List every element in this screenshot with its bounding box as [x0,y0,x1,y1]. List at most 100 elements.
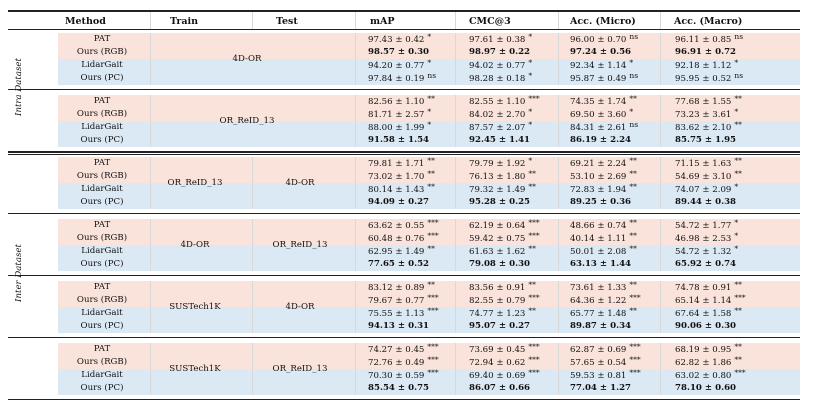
value-text: 72.83 ± 1.94 [570,185,627,195]
significance-mark: * [734,244,739,253]
value-text: 65.14 ± 1.14 [675,296,732,306]
significance-mark: * [528,71,533,80]
group-rule [8,213,800,214]
column-divider [150,95,151,147]
section-label-intra: Intra Dataset [14,58,24,116]
significance-mark: ** [734,280,742,289]
value-cell-map: 79.67 ± 0.77 *** [368,293,439,307]
column-divider [455,343,456,395]
value-text: 92.34 ± 1.14 [570,61,627,71]
value-text: 50.01 ± 2.08 [570,247,627,257]
row-band [58,157,800,170]
value-cell-macro: 46.98 ± 2.53 * [675,231,738,245]
significance-mark: ** [528,169,536,178]
header-rule [8,29,800,30]
significance-mark: * [528,107,533,116]
significance-mark: * [427,107,432,116]
value-cell-micro: 40.14 ± 1.11 ** [570,231,637,245]
value-cell-macro: 96.11 ± 0.85 ns [675,32,743,46]
row-band [58,245,800,258]
value-cell-micro: 50.01 ± 2.08 ** [570,244,637,258]
significance-mark: *** [427,355,439,364]
row-band [58,46,800,59]
header-divider [150,12,151,29]
method-cell: LidarGait [81,246,123,256]
significance-mark: *** [528,231,540,240]
column-divider [252,219,253,271]
value-text: 82.56 ± 1.10 [368,97,425,107]
column-divider [150,343,151,395]
value-cell-macro: 54.72 ± 1.32 * [675,244,739,258]
value-cell-macro: 65.14 ± 1.14 *** [675,293,746,307]
value-cell-micro: 62.87 ± 0.69 *** [570,342,641,356]
test-label: 4D-OR [285,302,315,312]
significance-mark: ** [734,94,742,103]
value-cell-map: 82.56 ± 1.10 ** [368,94,435,108]
significance-mark: ** [629,218,637,227]
value-cell-macro: 67.64 ± 1.58 ** [675,306,742,320]
header-divider [252,12,253,29]
method-cell: PAT [93,220,111,230]
value-text: 94.13 ± 0.31 [368,321,430,331]
value-cell-macro: 92.18 ± 1.12 * [675,58,738,72]
column-divider [252,343,253,395]
value-cell-cmc3: 74.77 ± 1.23 ** [469,306,536,320]
value-text: 95.07 ± 0.27 [469,321,531,331]
significance-mark: * [528,120,533,129]
method-cell: Ours (PC) [80,383,124,393]
value-cell-macro: 77.68 ± 1.55 ** [675,94,742,108]
significance-mark: *** [528,94,540,103]
significance-mark: *** [528,368,540,377]
row-band [58,307,800,320]
value-cell-map: 75.55 ± 1.13 *** [368,306,439,320]
column-divider [355,343,356,395]
value-text: 94.09 ± 0.27 [368,197,430,207]
value-cell-micro: 89.87 ± 0.34 [570,320,631,333]
value-text: 60.48 ± 0.76 [368,234,425,244]
train-test-label: 4D-OR [232,54,262,64]
value-text: 81.71 ± 2.57 [368,110,425,120]
significance-mark: ns [629,71,639,80]
value-cell-cmc3: 61.63 ± 1.62 ** [469,244,536,258]
value-cell-cmc3: 69.40 ± 0.69 *** [469,368,540,382]
value-text: 86.07 ± 0.66 [469,383,531,393]
column-divider [455,281,456,333]
value-cell-micro: 48.66 ± 0.74 ** [570,218,637,232]
significance-mark: ** [427,156,435,165]
row-band [58,382,800,395]
train-label: OR_ReID_13 [167,178,223,188]
value-text: 98.97 ± 0.22 [469,47,531,57]
value-cell-cmc3: 79.08 ± 0.30 [469,258,530,271]
header-divider [660,12,661,29]
significance-mark: *** [629,342,641,351]
header-divider [558,12,559,29]
significance-mark: ** [427,182,435,191]
value-cell-map: 70.30 ± 0.59 *** [368,368,439,382]
value-cell-cmc3: 82.55 ± 1.10 *** [469,94,540,108]
value-text: 95.28 ± 0.25 [469,197,531,207]
column-divider [660,343,661,395]
value-text: 62.19 ± 0.64 [469,221,526,231]
method-cell: PAT [93,344,111,354]
value-cell-macro: 89.44 ± 0.38 [675,196,736,209]
column-divider [455,95,456,147]
value-text: 59.53 ± 0.81 [570,371,627,381]
significance-mark: *** [427,342,439,351]
value-text: 72.94 ± 0.62 [469,358,526,368]
value-text: 62.82 ± 1.86 [675,358,732,368]
group-rule [8,89,800,90]
row-band [58,33,800,46]
value-text: 97.24 ± 0.56 [570,47,632,57]
value-cell-micro: 59.53 ± 0.81 *** [570,368,641,382]
significance-mark: ns [734,71,744,80]
value-cell-macro: 65.92 ± 0.74 [675,258,736,271]
value-cell-cmc3: 98.28 ± 0.18 * [469,71,533,85]
value-cell-micro: 89.25 ± 0.36 [570,196,631,209]
value-cell-micro: 65.77 ± 1.48 ** [570,306,637,320]
column-divider [660,157,661,209]
value-cell-macro: 74.78 ± 0.91 ** [675,280,742,294]
value-cell-micro: 97.24 ± 0.56 [570,46,631,59]
value-cell-micro: 77.04 ± 1.27 [570,382,631,395]
value-text: 46.98 ± 2.53 [675,234,732,244]
value-text: 54.72 ± 1.32 [675,247,732,257]
